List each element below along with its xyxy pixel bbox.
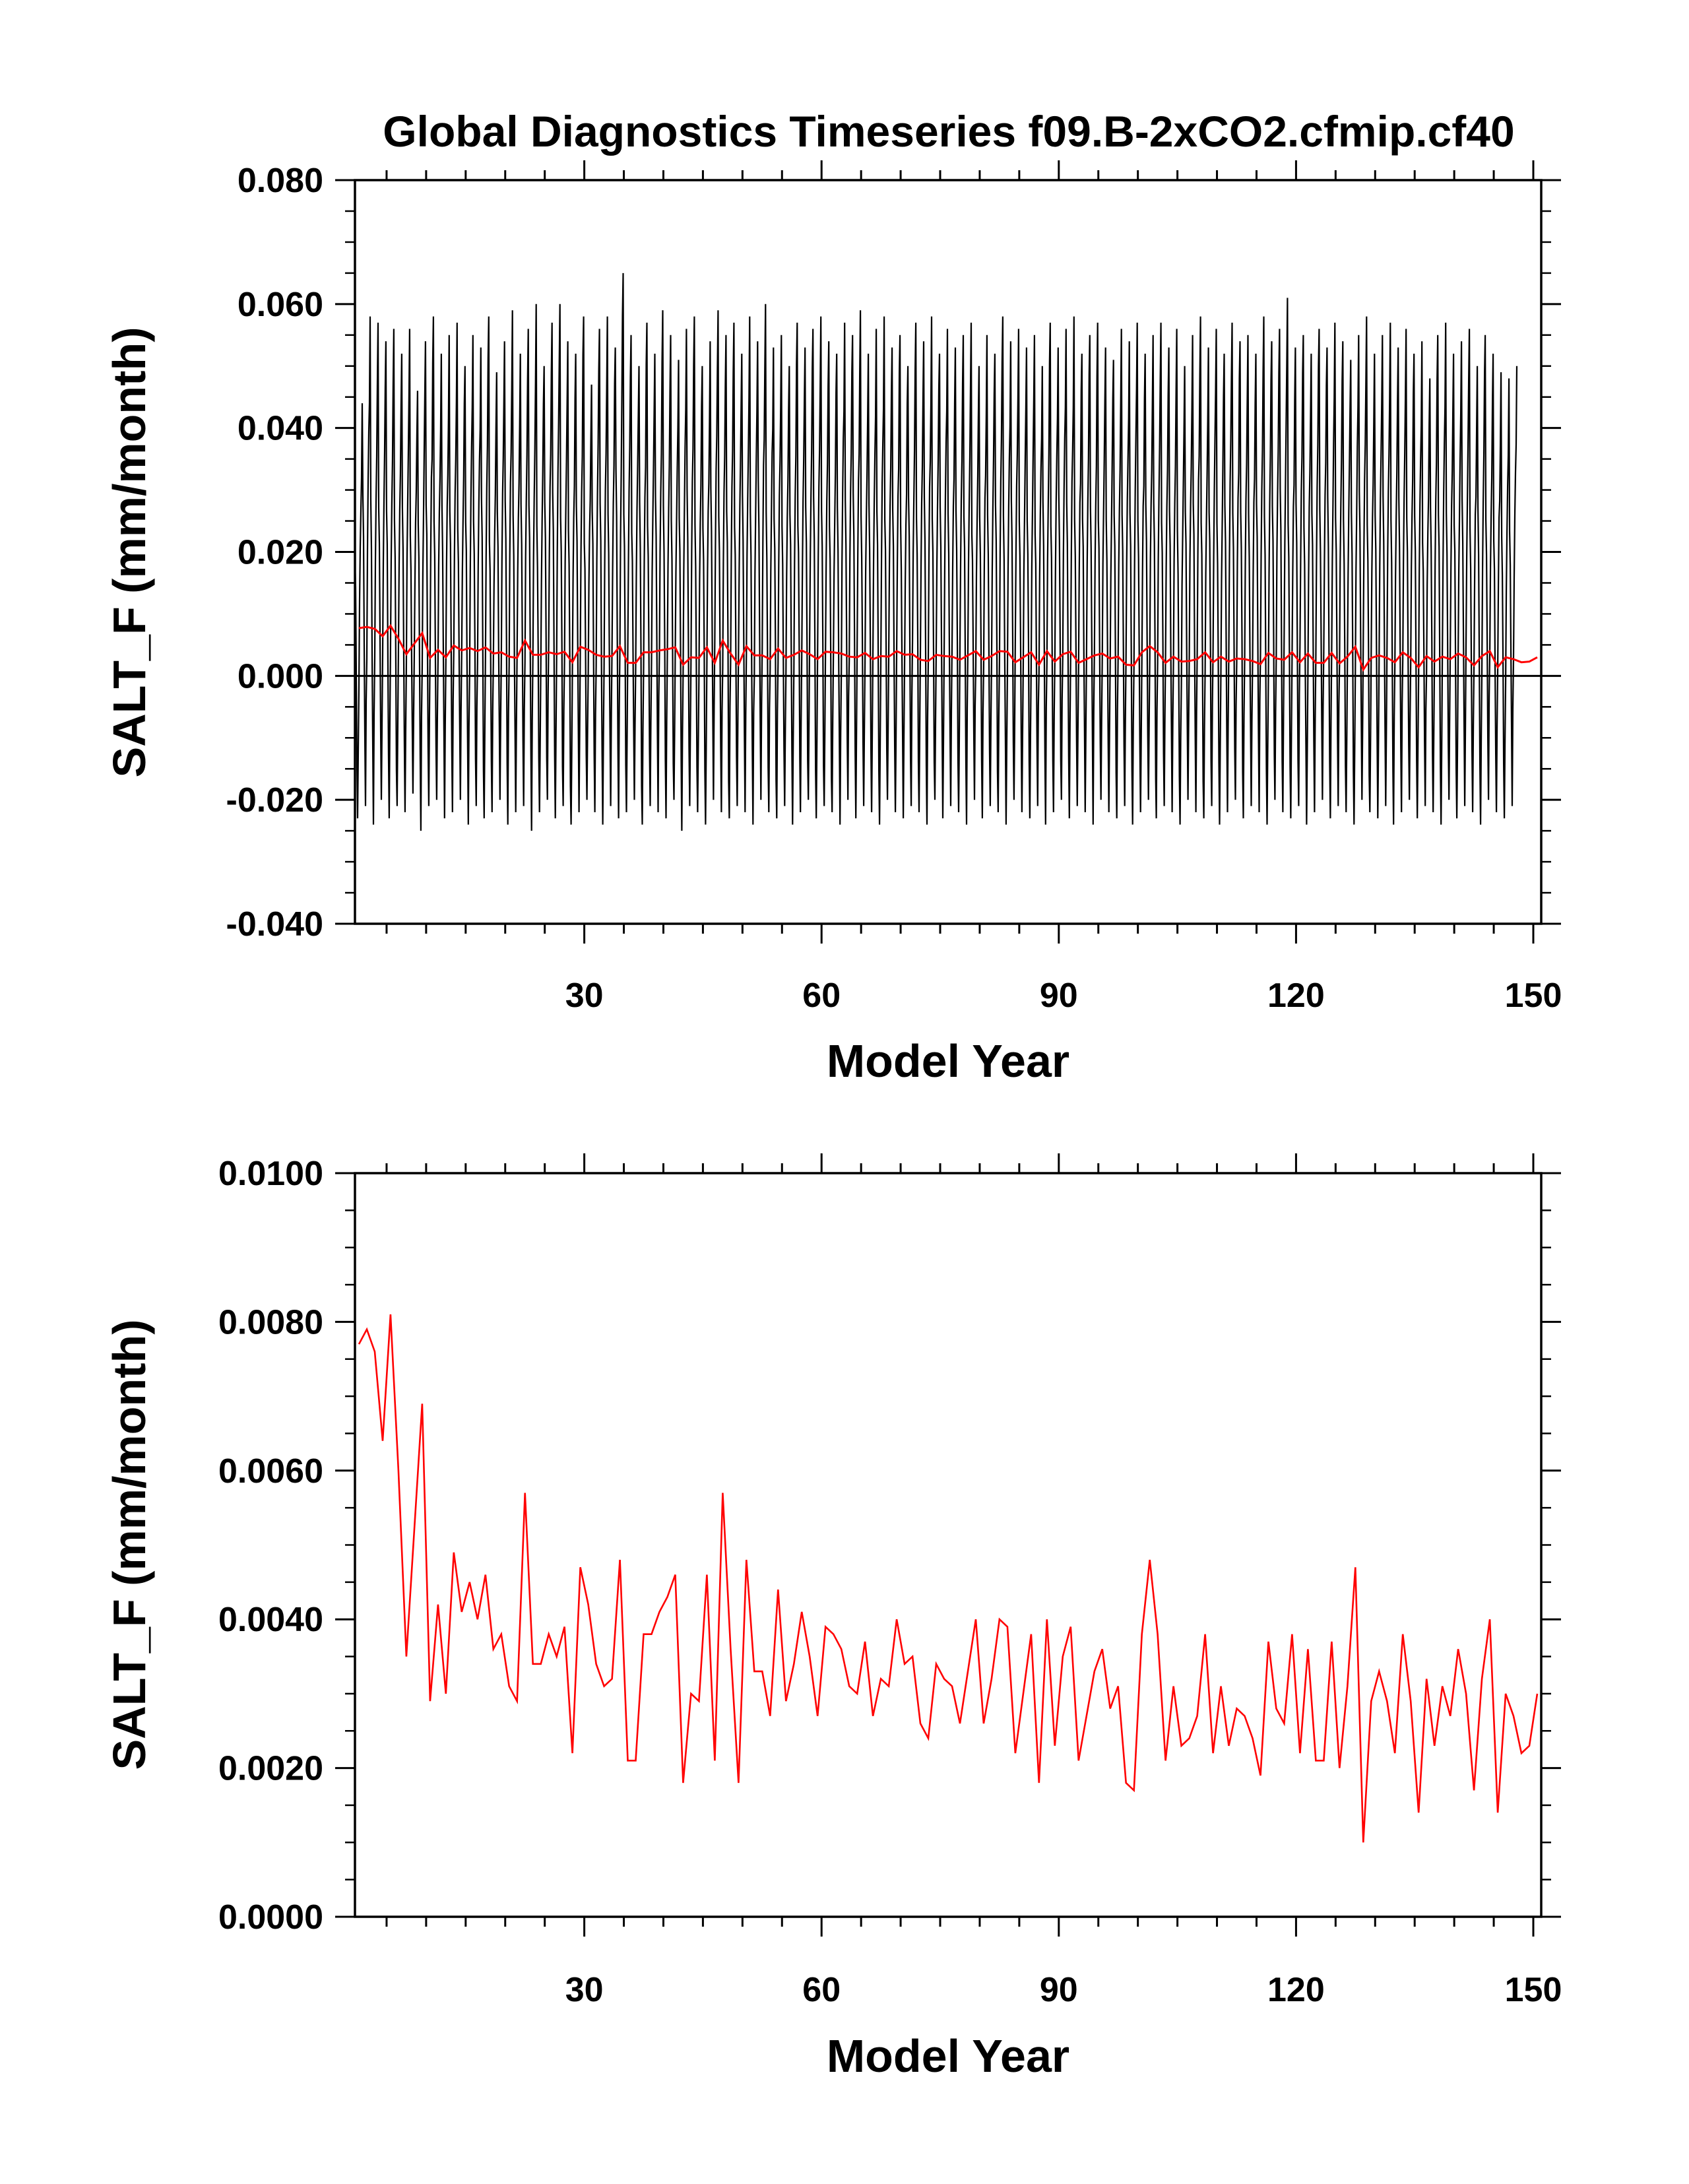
x-tick-label: 120 (1267, 1971, 1325, 2009)
y-tick-label: -0.020 (226, 781, 323, 819)
y-tick-label: 0.0040 (218, 1601, 323, 1639)
x-tick-label: 120 (1267, 977, 1325, 1015)
bottom-axes-group (335, 1153, 1561, 1937)
y-tick-label: 0.020 (238, 534, 323, 572)
bottom-series-group (358, 1314, 1539, 1843)
top-labels-group: -0.040 -0.020 0.000 0.020 0.040 0.060 0.080 30 6… (104, 162, 1562, 1087)
x-axis-label: Model Year (827, 1035, 1069, 1087)
y-tick-label: 0.060 (238, 286, 323, 324)
bottom-timeseries-panel: 0.0000 0.0020 0.0040 0.0060 0.0080 0.0100 30 60… (104, 1153, 1562, 2082)
y-axis-label: SALT_F (mm/month) (104, 1319, 155, 1770)
series-annual-line (358, 624, 1538, 672)
x-tick-label: 30 (565, 977, 604, 1015)
y-tick-label: -0.040 (226, 905, 323, 944)
y-tick-label: 0.0100 (218, 1155, 323, 1193)
x-tick-label: 150 (1505, 1971, 1562, 2009)
y-tick-label: 0.080 (238, 162, 323, 200)
y-tick-label: 0.0000 (218, 1898, 323, 1937)
x-axis-label: Model Year (827, 2030, 1069, 2082)
plot-frame (354, 1172, 1543, 1918)
series-annual-line (358, 1314, 1539, 1843)
top-series-group (354, 273, 1538, 831)
y-tick-label: 0.040 (238, 410, 323, 448)
top-timeseries-panel: -0.040 -0.020 0.000 0.020 0.040 0.060 0.080 30 6… (104, 160, 1562, 1087)
figure-title: Global Diagnostics Timeseries f09.B-2xCO… (383, 107, 1514, 156)
series-monthly-line (354, 273, 1518, 831)
x-tick-label: 90 (1040, 1971, 1078, 2009)
bottom-labels-group: 0.0000 0.0020 0.0040 0.0060 0.0080 0.0100 30 60… (104, 1155, 1562, 2082)
y-tick-label: 0.0080 (218, 1303, 323, 1341)
y-axis-label: SALT_F (mm/month) (104, 327, 155, 777)
y-tick-label: 0.0020 (218, 1750, 323, 1788)
x-tick-label: 60 (802, 1971, 841, 2009)
x-tick-label: 150 (1505, 977, 1562, 1015)
x-tick-label: 90 (1040, 977, 1078, 1015)
y-tick-label: 0.000 (238, 657, 323, 695)
x-tick-label: 30 (565, 1971, 604, 2009)
y-tick-label: 0.0060 (218, 1452, 323, 1491)
x-tick-label: 60 (802, 977, 841, 1015)
top-axes-group (335, 160, 1561, 944)
